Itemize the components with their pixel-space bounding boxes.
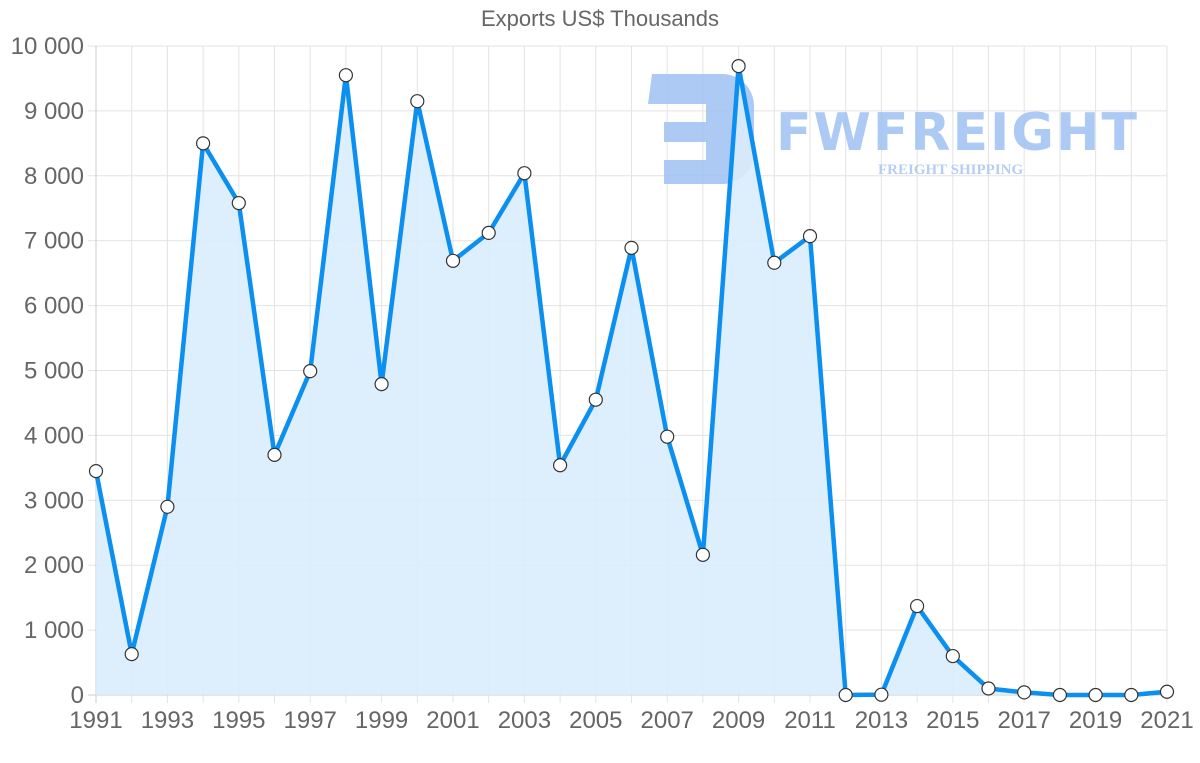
y-axis-ticks: 0 1 000 2 000 3 000 4 000 5 000 6 000 7 000 8 00… [11, 33, 84, 709]
y-tick-label: 7 000 [24, 228, 84, 255]
x-tick-label: 2011 [784, 707, 836, 734]
x-tick-label: 2009 [712, 707, 765, 734]
data-point-marker[interactable] [1017, 685, 1032, 700]
data-point-marker[interactable] [231, 195, 246, 211]
y-tick-label: 6 000 [24, 293, 84, 320]
y-tick-label: 2 000 [24, 552, 84, 579]
data-point-marker[interactable] [660, 429, 675, 444]
x-tick-label: 2015 [926, 707, 979, 734]
y-tick-label: 1 000 [24, 617, 84, 644]
y-tick-label: 9 000 [24, 98, 84, 125]
chart-title: Exports US$ Thousands [480, 6, 720, 31]
data-point-marker[interactable] [338, 68, 353, 83]
data-point-marker[interactable] [303, 364, 318, 379]
y-tick-label: 4 000 [24, 422, 84, 449]
x-tick-label: 2021 [1140, 707, 1193, 734]
data-point-marker[interactable] [517, 166, 532, 181]
data-point-marker[interactable] [374, 377, 389, 392]
data-point-marker[interactable] [445, 253, 461, 268]
data-point-marker[interactable] [695, 547, 711, 562]
data-point-marker[interactable] [196, 136, 211, 151]
data-point-marker[interactable] [88, 463, 104, 479]
data-point-marker[interactable] [874, 687, 889, 702]
data-point-marker[interactable] [1124, 687, 1139, 703]
y-tick-label: 8 000 [24, 163, 84, 190]
data-point-marker[interactable] [838, 687, 853, 703]
watermark-brand: FWFREIGHT [776, 103, 1139, 163]
data-point-marker[interactable] [1052, 687, 1068, 703]
y-tick-label: 10 000 [11, 33, 84, 60]
data-point-marker[interactable] [410, 94, 425, 109]
y-tick-label: 0 [71, 682, 84, 709]
fwfreight-watermark: FWFREIGHT FREIGHT SHIPPING [648, 74, 1139, 184]
x-tick-label: 2013 [855, 707, 908, 734]
y-tick-label: 3 000 [24, 487, 84, 514]
data-point-marker[interactable] [552, 458, 568, 473]
data-point-marker[interactable] [160, 499, 175, 514]
x-tick-label: 2003 [498, 707, 551, 734]
fwfreight-logo-icon [648, 74, 754, 184]
x-tick-label: 2001 [426, 707, 479, 734]
data-point-marker[interactable] [981, 681, 996, 696]
watermark-tagline: FREIGHT SHIPPING [878, 162, 1023, 178]
x-tick-label: 2019 [1069, 707, 1122, 734]
data-point-marker[interactable] [909, 598, 925, 614]
x-tick-label: 1993 [141, 707, 194, 734]
x-tick-label: 2005 [569, 707, 622, 734]
data-points [88, 59, 1175, 703]
data-point-marker[interactable] [1088, 687, 1103, 703]
data-point-marker[interactable] [945, 648, 960, 664]
data-point-marker[interactable] [124, 647, 139, 662]
data-point-marker[interactable] [802, 229, 818, 244]
data-point-marker[interactable] [267, 447, 282, 462]
y-tick-label: 5 000 [24, 358, 84, 385]
x-tick-label: 2017 [998, 707, 1051, 734]
data-point-marker[interactable] [1159, 684, 1175, 699]
x-tick-label: 1995 [212, 707, 265, 734]
data-point-marker[interactable] [767, 255, 782, 270]
x-tick-label: 2007 [641, 707, 694, 734]
data-point-marker[interactable] [624, 240, 639, 255]
data-point-marker[interactable] [588, 392, 603, 407]
x-axis-ticks: 1991 1993 1995 1997 1999 2001 2003 2005 2007 2009… [69, 707, 1193, 734]
x-tick-label: 1999 [355, 707, 408, 734]
data-point-marker[interactable] [731, 59, 746, 74]
x-tick-label: 1997 [284, 707, 337, 734]
data-point-marker[interactable] [481, 225, 496, 241]
x-tick-label: 1991 [69, 707, 122, 734]
area-fill [96, 66, 1167, 695]
